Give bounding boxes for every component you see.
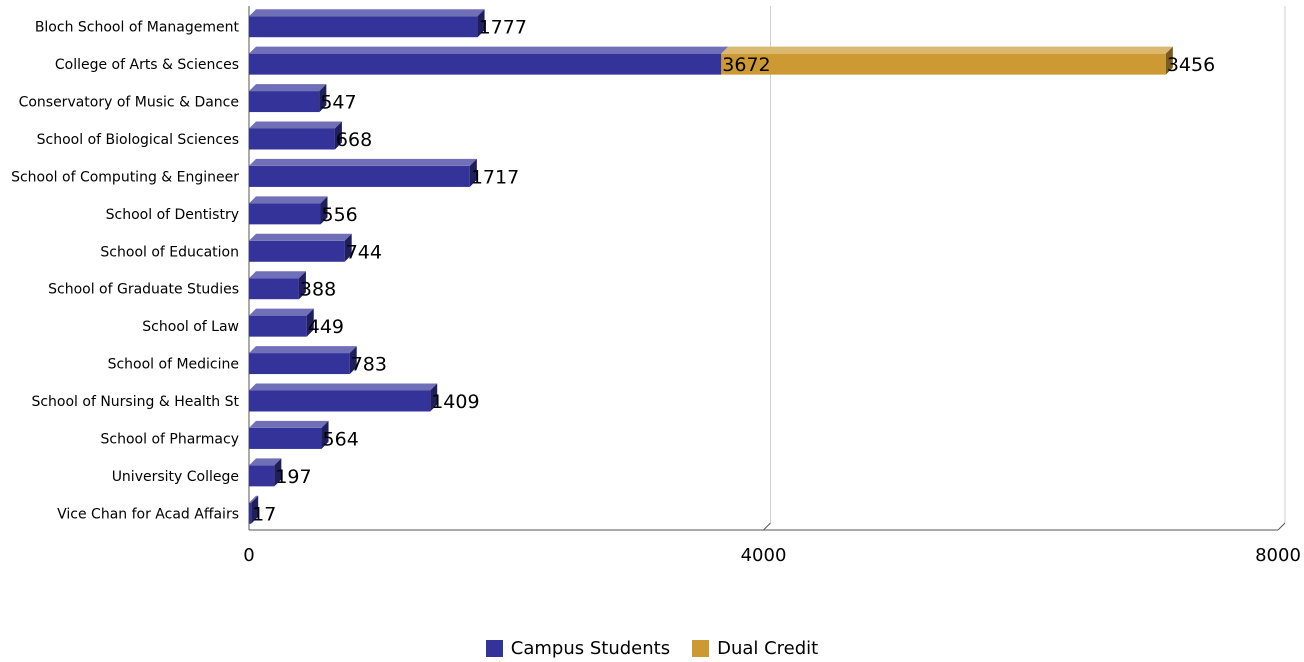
bar-side — [349, 346, 357, 375]
bar-top — [721, 46, 1173, 54]
bar-side — [477, 9, 485, 38]
bar — [249, 315, 307, 337]
bar-top — [249, 196, 328, 204]
bar-side — [274, 458, 282, 487]
bar-top — [249, 46, 729, 54]
data-label: 17 — [252, 503, 276, 525]
data-label: 783 — [351, 354, 387, 376]
bar-side — [344, 233, 352, 262]
bar — [249, 203, 321, 225]
bar — [249, 240, 345, 262]
bar-side — [1165, 46, 1173, 75]
bar-side — [334, 121, 342, 150]
gridline-foot — [763, 522, 771, 531]
bar-side — [298, 271, 306, 300]
bar — [249, 465, 275, 487]
bar — [249, 91, 320, 113]
bar — [249, 16, 478, 38]
category-label: School of Law — [142, 319, 239, 335]
bar-side — [469, 158, 477, 187]
category-label: School of Education — [100, 244, 239, 260]
category-label: Bloch School of Management — [35, 20, 240, 36]
data-label: 547 — [320, 92, 356, 114]
category-label: Vice Chan for Acad Affairs — [57, 506, 239, 522]
legend: Campus Students Dual Credit — [0, 634, 1304, 662]
data-label: 1409 — [431, 391, 479, 413]
x-tick-label: 8000 — [1255, 545, 1301, 566]
bar-chart: 0 4000 8000 Bloch School of Management Colle… — [11, 6, 1301, 566]
category-label: School of Graduate Studies — [48, 282, 239, 298]
data-label: 1777 — [479, 17, 527, 39]
bar-top — [249, 458, 282, 466]
bar — [249, 390, 431, 412]
data-label: 668 — [336, 129, 372, 151]
category-label: School of Computing & Engineer — [11, 169, 239, 185]
x-tick-label: 4000 — [741, 545, 787, 566]
legend-item-dual-credit: Dual Credit — [692, 638, 818, 659]
legend-swatch-dual-credit — [692, 639, 710, 657]
grid-lines — [248, 6, 1286, 531]
bar-top — [249, 84, 327, 92]
bar — [249, 278, 299, 300]
bar-top — [249, 308, 314, 316]
bar-top — [249, 158, 477, 166]
category-label: School of Medicine — [108, 357, 239, 373]
bar-top — [249, 9, 485, 17]
bar-side — [251, 495, 259, 524]
legend-item-campus-students: Campus Students — [485, 637, 671, 659]
bar-top — [249, 233, 352, 241]
category-label: Conservatory of Music & Dance — [19, 95, 239, 111]
data-label: 1717 — [471, 166, 519, 188]
bar-side — [430, 383, 438, 412]
bar — [721, 53, 1166, 75]
legend-label-campus-students: Campus Students — [510, 637, 671, 659]
data-label: 3456 — [1167, 54, 1215, 76]
labels: 0 4000 8000 Bloch School of Management Colle… — [11, 17, 1301, 566]
bar-top — [249, 346, 357, 354]
gridline-foot — [1277, 522, 1286, 531]
bar-side — [320, 196, 328, 225]
data-label: 556 — [322, 204, 358, 226]
legend-swatch-campus-students — [485, 639, 503, 657]
bar — [249, 353, 350, 375]
bars — [249, 9, 1173, 524]
bar — [249, 502, 252, 524]
legend-label-dual-credit: Dual Credit — [717, 637, 819, 659]
category-label: University College — [112, 469, 239, 485]
bar-top — [249, 121, 342, 129]
bar — [249, 165, 470, 187]
data-label: 564 — [323, 428, 359, 450]
category-label: College of Arts & Sciences — [55, 57, 239, 73]
data-label: 744 — [346, 241, 382, 263]
bar-top — [249, 495, 259, 503]
category-label: School of Nursing & Health St — [31, 394, 239, 410]
data-label: 3672 — [722, 54, 770, 76]
bar-top — [249, 271, 306, 279]
bar — [249, 427, 322, 449]
bar-top — [249, 383, 438, 391]
bar-side — [306, 308, 314, 337]
category-label: School of Dentistry — [106, 207, 239, 223]
x-tick-label: 0 — [243, 545, 254, 566]
bar-side — [321, 420, 329, 449]
bar — [249, 53, 722, 75]
bar-side — [319, 84, 327, 113]
category-label: School of Pharmacy — [101, 431, 239, 447]
category-label: School of Biological Sciences — [37, 132, 239, 148]
bar — [249, 128, 335, 150]
data-label: 197 — [275, 466, 311, 488]
data-label: 388 — [300, 279, 336, 301]
bar-top — [249, 420, 329, 428]
data-label: 449 — [308, 316, 344, 338]
